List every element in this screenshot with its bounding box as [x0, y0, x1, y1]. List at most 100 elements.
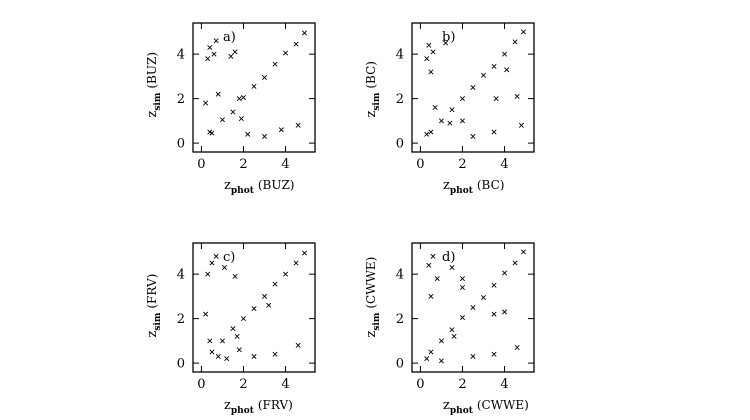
y-tick-label: 4: [396, 48, 404, 63]
data-point: [209, 349, 215, 355]
data-point: [459, 96, 466, 102]
x-axis-label: zphot (FRV): [224, 398, 293, 416]
data-point: [514, 93, 520, 99]
data-point: [251, 306, 257, 312]
x-axis-label: zphot (BUZ): [224, 178, 295, 196]
data-point: [283, 271, 289, 277]
data-point: [470, 84, 476, 91]
data-point: [213, 38, 219, 44]
x-tick-label: 0: [416, 157, 424, 172]
x-axis-label: zphot (BC): [443, 178, 504, 196]
data-point: [493, 96, 499, 102]
data-point: [207, 129, 213, 135]
y-tick-label: 4: [177, 48, 185, 63]
data-point: [424, 56, 430, 62]
data-point: [215, 353, 221, 359]
x-tick-label: 0: [197, 157, 205, 172]
data-point: [240, 94, 247, 101]
data-point: [222, 264, 228, 270]
data-point: [426, 262, 432, 268]
data-point: [491, 63, 497, 69]
data-point: [502, 270, 508, 276]
x-tick-label: 2: [239, 157, 247, 172]
data-point: [520, 249, 527, 255]
data-point: [301, 250, 308, 256]
data-points: [424, 249, 527, 364]
x-tick-label: 2: [239, 377, 247, 392]
scatter-panel-b: 0 2 4 0 2 4 b) zphot (BC) zsim(BC): [364, 22, 535, 196]
data-point: [449, 107, 455, 113]
y-tick-label: 2: [177, 312, 185, 327]
data-point: [205, 271, 211, 277]
panel-label: d): [442, 250, 455, 265]
data-point: [426, 42, 432, 48]
data-points: [203, 30, 308, 139]
data-point: [451, 333, 457, 339]
y-axis-label: zsim(BC): [364, 61, 382, 117]
data-point: [230, 109, 236, 115]
x-tick-label: 4: [500, 157, 508, 172]
data-point: [272, 351, 278, 357]
data-point: [424, 131, 430, 137]
x-axis-label: zphot (CWWE): [443, 398, 529, 416]
y-tick-label: 0: [177, 137, 185, 152]
scatter-panel-c: 0 2 4 0 2 4 c) zphot (FRV) zsim(FRV): [145, 242, 316, 416]
data-point: [261, 133, 268, 139]
y-axis-label: zsim(FRV): [145, 274, 163, 338]
data-point: [514, 345, 520, 351]
data-point: [278, 127, 284, 133]
data-point: [301, 30, 308, 36]
data-point: [236, 347, 242, 353]
data-point: [424, 356, 430, 362]
data-point: [251, 353, 257, 359]
panel-label: a): [223, 30, 236, 45]
x-tick-label: 2: [458, 157, 466, 172]
data-point: [443, 40, 449, 46]
data-point: [203, 100, 209, 106]
data-point: [211, 51, 217, 57]
data-point: [295, 342, 301, 348]
data-point: [470, 353, 476, 359]
data-point: [251, 83, 257, 89]
scatter-panel-d: 0 2 4 0 2 4 d) zphot (CWWE) zsim(CWWE): [364, 242, 535, 416]
data-points: [424, 29, 527, 139]
y-tick-label: 4: [177, 268, 185, 283]
data-point: [266, 302, 272, 308]
data-point: [491, 282, 497, 288]
data-point: [518, 122, 524, 128]
data-point: [504, 67, 510, 73]
y-axis-label: zsim(CWWE): [364, 257, 382, 338]
data-point: [209, 260, 215, 266]
plot-frame: [192, 242, 316, 373]
data-point: [236, 96, 242, 102]
y-tick-label: 2: [396, 92, 404, 107]
x-tick-label: 4: [281, 157, 289, 172]
data-point: [219, 338, 225, 344]
data-point: [238, 116, 244, 122]
data-point: [520, 29, 527, 35]
data-point: [459, 276, 466, 282]
data-point: [213, 253, 219, 259]
data-point: [261, 74, 268, 81]
data-point: [232, 273, 238, 279]
data-point: [240, 316, 247, 322]
data-point: [491, 351, 497, 357]
data-point: [205, 56, 211, 62]
data-point: [228, 53, 234, 59]
data-point: [261, 293, 268, 299]
y-tick-label: 0: [177, 357, 185, 372]
data-point: [293, 260, 299, 266]
data-point: [430, 253, 436, 259]
plot-frame: [192, 22, 316, 153]
data-point: [502, 51, 508, 57]
data-point: [512, 39, 518, 45]
y-tick-label: 0: [396, 357, 404, 372]
x-tick-label: 2: [458, 377, 466, 392]
data-point: [428, 293, 434, 299]
scatter-panel-a: 0 2 4 0 2 4 a) zphot (BUZ) zsim(BUZ): [145, 22, 316, 196]
data-point: [219, 117, 225, 123]
y-tick-label: 4: [396, 268, 404, 283]
data-point: [434, 276, 440, 282]
y-tick-label: 2: [177, 92, 185, 107]
